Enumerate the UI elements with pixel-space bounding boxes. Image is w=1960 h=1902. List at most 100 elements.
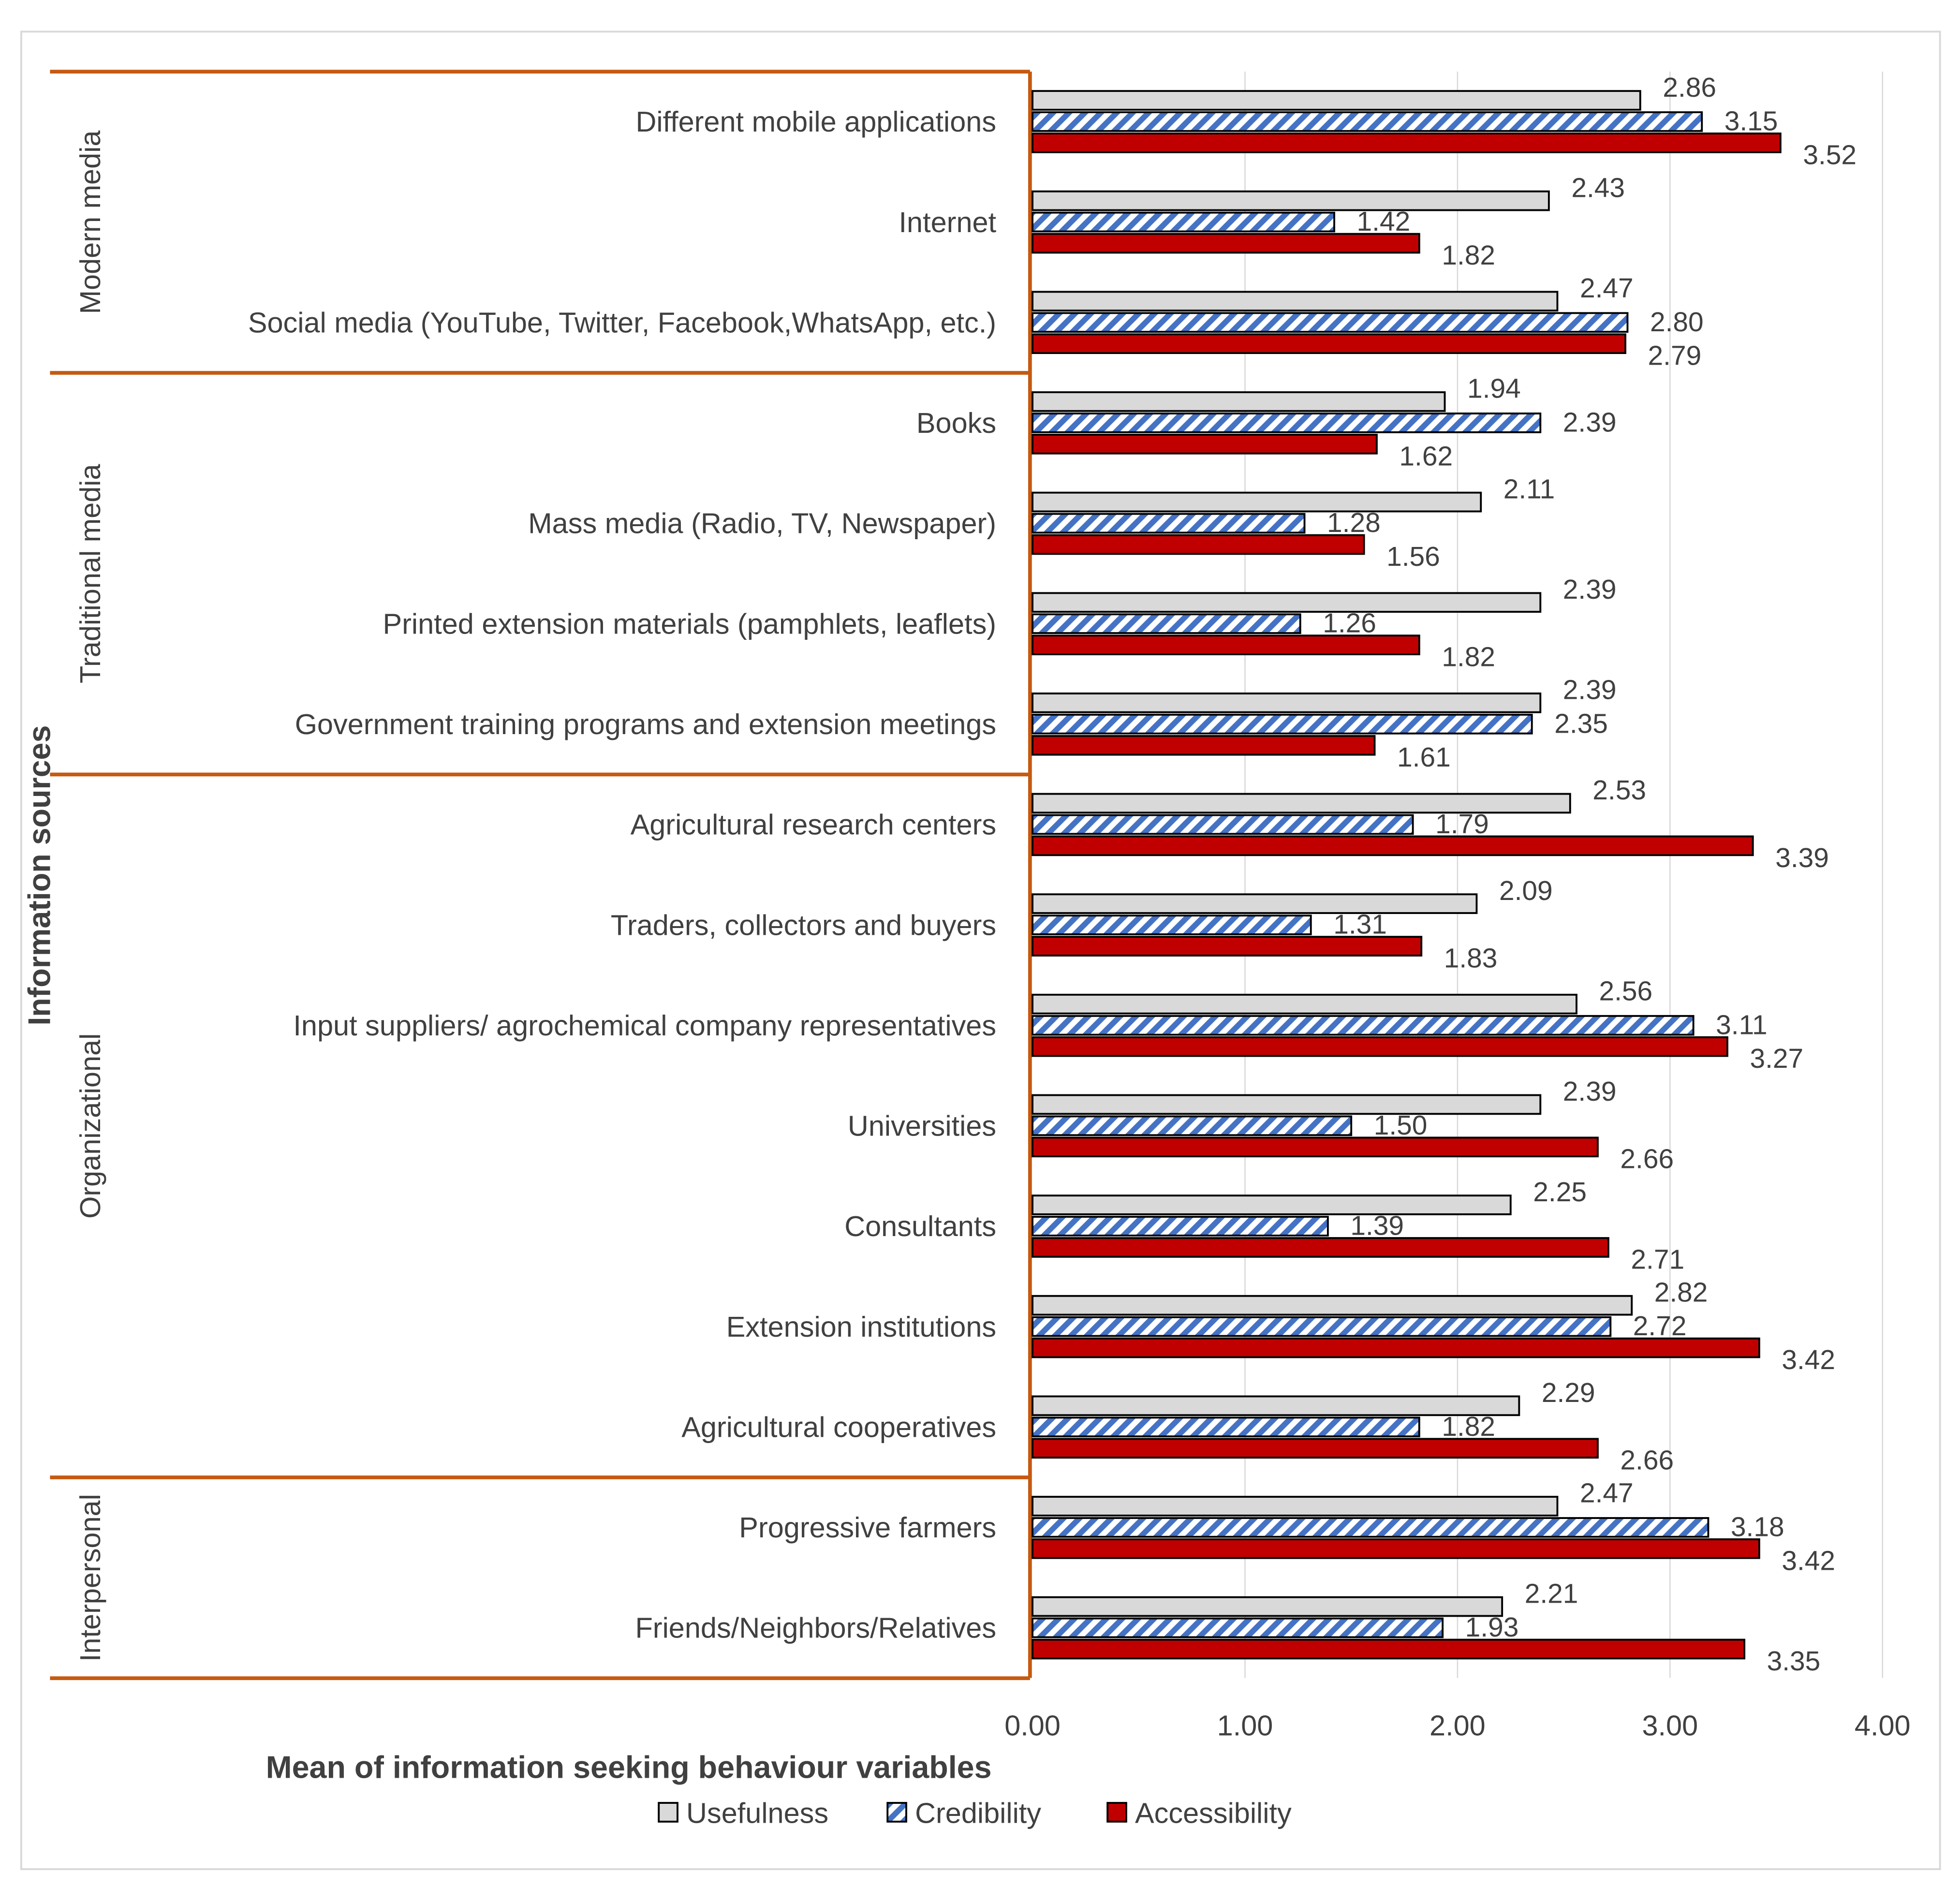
bar-usefulness <box>1032 993 1577 1015</box>
bar-usefulness <box>1032 1094 1542 1115</box>
data-label-usefulness: 2.53 <box>1592 775 1646 806</box>
data-label-usefulness: 2.39 <box>1563 575 1617 605</box>
bar-credibility <box>1032 413 1542 433</box>
legend-label-accessibility: Accessibility <box>1135 1797 1292 1829</box>
category-label: Government training programs and extensi… <box>295 708 996 740</box>
x-tick-label: 0.00 <box>1004 1709 1061 1741</box>
group-label: Interpersonal <box>74 1494 106 1662</box>
bar-accessibility <box>1032 1136 1599 1158</box>
category-label: Printed extension materials (pamphlets, … <box>383 607 997 640</box>
bar-usefulness <box>1032 1194 1512 1215</box>
legend-swatch-credibility <box>886 1802 907 1823</box>
x-tick-label: 3.00 <box>1642 1709 1698 1741</box>
bar-accessibility <box>1032 1638 1746 1660</box>
bar-usefulness <box>1032 190 1550 211</box>
data-label-usefulness: 2.11 <box>1503 474 1555 504</box>
data-label-credibility: 1.82 <box>1442 1412 1495 1442</box>
bar-accessibility <box>1032 1538 1760 1559</box>
data-label-credibility: 1.28 <box>1327 508 1381 538</box>
group-label: Organizational <box>74 1033 106 1219</box>
bar-accessibility <box>1032 1237 1609 1258</box>
data-label-accessibility: 2.71 <box>1631 1244 1684 1275</box>
category-label: Internet <box>899 206 997 238</box>
data-label-accessibility: 3.39 <box>1775 843 1829 873</box>
bar-credibility <box>1032 211 1335 233</box>
category-label: Agricultural research centers <box>631 809 997 841</box>
bar-usefulness <box>1032 693 1542 713</box>
x-axis-title: Mean of information seeking behaviour va… <box>266 1750 992 1784</box>
bar-credibility <box>1032 1015 1695 1036</box>
bar-credibility <box>1032 713 1533 735</box>
bar-credibility <box>1032 1316 1612 1337</box>
data-label-usefulness: 2.21 <box>1525 1578 1578 1609</box>
bar-accessibility <box>1032 133 1782 153</box>
bar-usefulness <box>1032 592 1542 613</box>
data-label-credibility: 1.39 <box>1350 1211 1404 1241</box>
category-label: Books <box>916 407 996 439</box>
data-label-credibility: 1.26 <box>1323 608 1376 639</box>
x-tick-label: 4.00 <box>1855 1709 1911 1741</box>
data-label-accessibility: 3.42 <box>1782 1345 1835 1375</box>
data-label-credibility: 2.80 <box>1650 307 1704 338</box>
x-tick-label: 2.00 <box>1429 1709 1486 1741</box>
data-label-accessibility: 2.66 <box>1620 1445 1674 1476</box>
data-label-credibility: 1.31 <box>1333 910 1387 940</box>
data-label-accessibility: 2.79 <box>1648 341 1702 371</box>
bar-usefulness <box>1032 291 1559 312</box>
bar-credibility <box>1032 312 1629 333</box>
data-label-accessibility: 1.82 <box>1442 240 1495 271</box>
bar-usefulness <box>1032 90 1641 111</box>
data-label-accessibility: 3.52 <box>1803 140 1857 170</box>
bar-accessibility <box>1032 1438 1599 1459</box>
category-label: Social media (YouTube, Twitter, Facebook… <box>248 306 996 339</box>
legend-swatch-usefulness <box>658 1802 678 1823</box>
data-label-usefulness: 2.25 <box>1533 1177 1587 1208</box>
category-label: Friends/Neighbors/Relatives <box>635 1612 996 1644</box>
bar-usefulness <box>1032 893 1478 914</box>
bar-credibility <box>1032 613 1301 634</box>
data-label-accessibility: 1.83 <box>1444 943 1498 973</box>
bar-credibility <box>1032 1517 1709 1538</box>
bar-usefulness <box>1032 391 1446 412</box>
bar-usefulness <box>1032 793 1571 814</box>
data-label-accessibility: 3.27 <box>1750 1044 1803 1074</box>
bar-accessibility <box>1032 434 1378 455</box>
category-label: Different mobile applications <box>636 105 997 138</box>
data-label-accessibility: 1.61 <box>1397 742 1451 773</box>
data-label-accessibility: 3.35 <box>1767 1646 1821 1677</box>
bar-credibility <box>1032 1617 1444 1638</box>
legend-label-usefulness: Usefulness <box>686 1797 828 1829</box>
data-label-accessibility: 1.82 <box>1442 642 1495 673</box>
bar-credibility <box>1032 814 1414 835</box>
bar-accessibility <box>1032 634 1420 655</box>
data-label-usefulness: 2.47 <box>1580 1478 1634 1509</box>
bar-accessibility <box>1032 333 1626 354</box>
bar-usefulness <box>1032 1395 1520 1416</box>
category-label: Input suppliers/ agrochemical company re… <box>293 1009 996 1042</box>
bar-usefulness <box>1032 1295 1633 1316</box>
bar-usefulness <box>1032 1596 1503 1617</box>
bar-credibility <box>1032 111 1703 132</box>
bar-accessibility <box>1032 835 1754 856</box>
bar-accessibility <box>1032 233 1420 254</box>
data-label-credibility: 1.93 <box>1465 1612 1519 1643</box>
group-label: Modern media <box>74 130 106 314</box>
category-label: Mass media (Radio, TV, Newspaper) <box>528 507 996 540</box>
legend: Usefulness Credibility Accessibility <box>658 1797 1292 1829</box>
category-label: Progressive farmers <box>739 1511 996 1544</box>
data-label-usefulness: 2.47 <box>1580 273 1634 304</box>
bar-credibility <box>1032 513 1306 534</box>
data-label-usefulness: 2.56 <box>1599 976 1653 1007</box>
data-label-credibility: 3.18 <box>1731 1512 1784 1543</box>
legend-swatch-accessibility <box>1106 1802 1127 1823</box>
data-label-accessibility: 1.56 <box>1386 542 1440 572</box>
data-label-credibility: 3.15 <box>1724 106 1778 137</box>
category-label: Traders, collectors and buyers <box>611 909 996 941</box>
bar-accessibility <box>1032 936 1423 957</box>
data-label-credibility: 2.72 <box>1633 1311 1687 1342</box>
data-label-usefulness: 2.86 <box>1663 73 1716 103</box>
data-label-usefulness: 2.82 <box>1654 1277 1708 1308</box>
bar-usefulness <box>1032 491 1482 513</box>
bar-credibility <box>1032 1416 1420 1438</box>
